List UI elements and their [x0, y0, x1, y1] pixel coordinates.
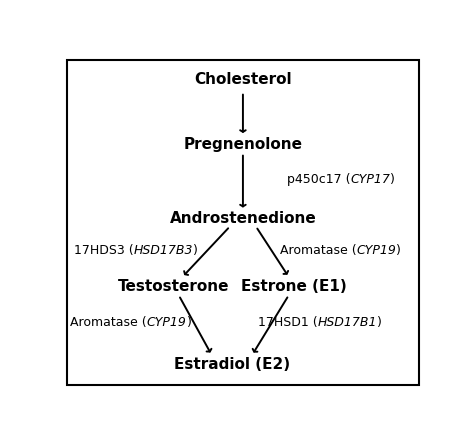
Text: ): )	[193, 245, 198, 257]
Text: Androstenedione: Androstenedione	[170, 211, 316, 226]
Text: Pregnenolone: Pregnenolone	[183, 137, 302, 152]
Text: 17HSD1 (: 17HSD1 (	[258, 315, 317, 329]
Text: CYP17: CYP17	[350, 173, 391, 187]
Text: Cholesterol: Cholesterol	[194, 73, 292, 88]
Text: ): )	[391, 173, 395, 187]
Text: HSD17B3: HSD17B3	[134, 245, 193, 257]
Text: ): )	[396, 245, 401, 257]
Text: HSD17B1: HSD17B1	[317, 315, 377, 329]
Text: 17HDS3 (: 17HDS3 (	[74, 245, 134, 257]
FancyBboxPatch shape	[66, 59, 419, 385]
Text: Testosterone: Testosterone	[118, 279, 229, 294]
Text: ): )	[377, 315, 382, 329]
Text: Aromatase (: Aromatase (	[70, 315, 147, 329]
Text: CYP19: CYP19	[356, 245, 396, 257]
Text: Aromatase (: Aromatase (	[280, 245, 356, 257]
Text: CYP19: CYP19	[147, 315, 187, 329]
Text: Estrone (E1): Estrone (E1)	[241, 279, 347, 294]
Text: ): )	[187, 315, 191, 329]
Text: p450c17 (: p450c17 (	[287, 173, 350, 187]
Text: Estradiol (E2): Estradiol (E2)	[174, 357, 290, 372]
